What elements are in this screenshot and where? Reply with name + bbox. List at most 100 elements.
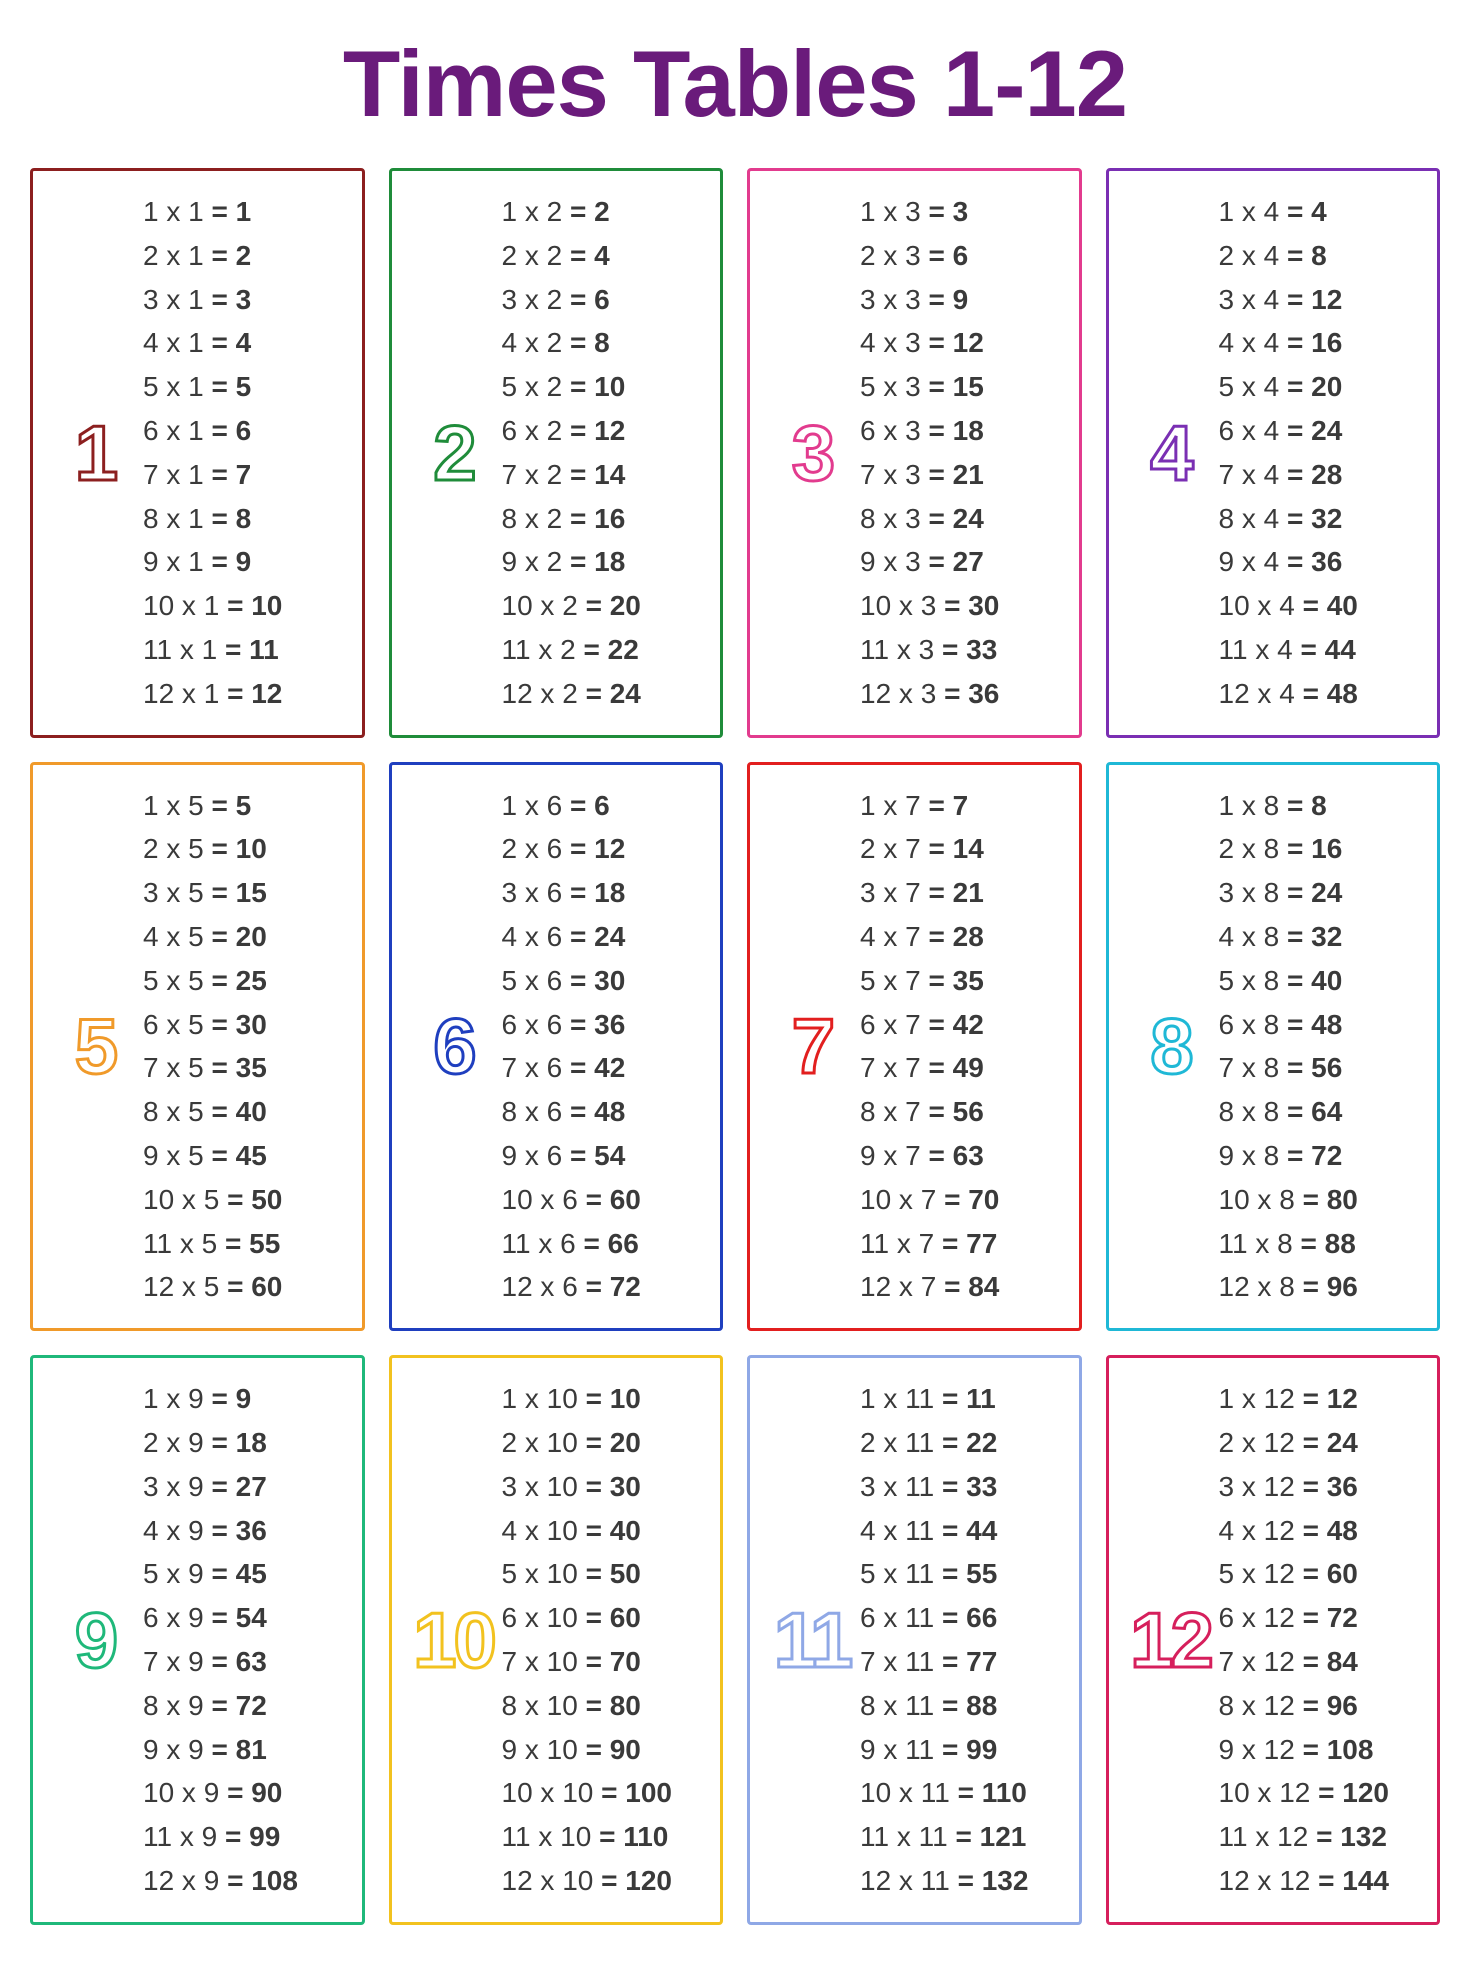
equation-rhs: = 48	[1287, 1009, 1342, 1040]
equation-rhs: = 48	[1303, 678, 1358, 709]
equation-lhs: 3 x 12	[1219, 1471, 1303, 1502]
equation-row: 9 x 2 = 18	[502, 543, 707, 581]
equation-lhs: 12 x 4	[1219, 678, 1303, 709]
equation-lhs: 8 x 9	[143, 1690, 211, 1721]
equation-lhs: 5 x 11	[860, 1558, 942, 1589]
equation-lhs: 1 x 8	[1219, 790, 1287, 821]
equation-rhs: = 27	[928, 546, 983, 577]
table-number-3: 3	[792, 414, 832, 492]
equation-rhs: = 99	[225, 1821, 280, 1852]
page: Times Tables 1-12 11 x 1 = 12 x 1 = 23 x…	[0, 0, 1470, 1975]
equation-row: 6 x 6 = 36	[502, 1006, 707, 1044]
equation-rhs: = 9	[928, 284, 968, 315]
table-number-4: 4	[1150, 414, 1190, 492]
table-number-column: 6	[406, 1007, 502, 1085]
equation-lhs: 1 x 6	[502, 790, 570, 821]
equation-lhs: 11 x 2	[502, 634, 584, 665]
equation-row: 1 x 11 = 11	[860, 1380, 1065, 1418]
table-number-column: 11	[764, 1601, 860, 1679]
equation-rhs: = 12	[570, 833, 625, 864]
equation-lhs: 5 x 1	[143, 371, 211, 402]
table-number-column: 8	[1123, 1007, 1219, 1085]
equation-row: 7 x 12 = 84	[1219, 1643, 1424, 1681]
equation-row: 7 x 5 = 35	[143, 1049, 348, 1087]
equation-row: 11 x 4 = 44	[1219, 631, 1424, 669]
equation-row: 8 x 5 = 40	[143, 1093, 348, 1131]
equation-row: 4 x 1 = 4	[143, 324, 348, 362]
equation-lhs: 1 x 1	[143, 196, 211, 227]
equation-lhs: 11 x 3	[860, 634, 942, 665]
equation-row: 4 x 3 = 12	[860, 324, 1065, 362]
equation-lhs: 11 x 5	[143, 1228, 225, 1259]
equation-rhs: = 10	[586, 1383, 641, 1414]
equation-row: 11 x 12 = 132	[1219, 1818, 1424, 1856]
equation-lhs: 7 x 4	[1219, 459, 1287, 490]
equation-rhs: = 32	[1287, 503, 1342, 534]
equation-row: 1 x 6 = 6	[502, 787, 707, 825]
equations-column: 1 x 10 = 102 x 10 = 203 x 10 = 304 x 10 …	[502, 1380, 707, 1900]
equation-rhs: = 60	[586, 1184, 641, 1215]
equation-rhs: = 44	[942, 1515, 997, 1546]
equation-lhs: 5 x 6	[502, 965, 570, 996]
equation-row: 12 x 9 = 108	[143, 1862, 348, 1900]
table-number-column: 4	[1123, 414, 1219, 492]
equation-lhs: 9 x 12	[1219, 1734, 1303, 1765]
equation-rhs: = 33	[942, 634, 997, 665]
equation-lhs: 1 x 7	[860, 790, 928, 821]
equation-rhs: = 11	[942, 1383, 996, 1414]
equation-row: 5 x 8 = 40	[1219, 962, 1424, 1000]
equation-row: 4 x 8 = 32	[1219, 918, 1424, 956]
equation-row: 6 x 9 = 54	[143, 1599, 348, 1637]
equation-lhs: 10 x 1	[143, 590, 227, 621]
equations-column: 1 x 7 = 72 x 7 = 143 x 7 = 214 x 7 = 285…	[860, 787, 1065, 1307]
equation-lhs: 4 x 10	[502, 1515, 586, 1546]
equation-row: 9 x 6 = 54	[502, 1137, 707, 1175]
equation-rhs: = 24	[586, 678, 641, 709]
equation-row: 2 x 2 = 4	[502, 237, 707, 275]
equation-rhs: = 72	[1303, 1602, 1358, 1633]
equation-lhs: 1 x 9	[143, 1383, 211, 1414]
equation-lhs: 2 x 9	[143, 1427, 211, 1458]
equation-rhs: = 66	[583, 1228, 638, 1259]
equation-rhs: = 12	[570, 415, 625, 446]
equation-lhs: 7 x 11	[860, 1646, 942, 1677]
equation-lhs: 12 x 11	[860, 1865, 958, 1896]
equation-row: 11 x 7 = 77	[860, 1225, 1065, 1263]
equation-rhs: = 28	[1287, 459, 1342, 490]
equation-rhs: = 10	[211, 833, 266, 864]
equation-row: 12 x 5 = 60	[143, 1268, 348, 1306]
equation-row: 6 x 4 = 24	[1219, 412, 1424, 450]
equation-row: 1 x 4 = 4	[1219, 193, 1424, 231]
equation-row: 12 x 10 = 120	[502, 1862, 707, 1900]
equation-lhs: 12 x 5	[143, 1271, 227, 1302]
equation-lhs: 6 x 2	[502, 415, 570, 446]
equation-row: 10 x 10 = 100	[502, 1774, 707, 1812]
equation-lhs: 5 x 7	[860, 965, 928, 996]
equation-row: 5 x 12 = 60	[1219, 1555, 1424, 1593]
equation-rhs: = 27	[211, 1471, 266, 1502]
equation-rhs: = 64	[1287, 1096, 1342, 1127]
equation-row: 3 x 7 = 21	[860, 874, 1065, 912]
equation-lhs: 2 x 7	[860, 833, 928, 864]
equation-rhs: = 36	[570, 1009, 625, 1040]
equation-rhs: = 9	[211, 1383, 251, 1414]
equation-rhs: = 36	[944, 678, 999, 709]
equation-lhs: 9 x 9	[143, 1734, 211, 1765]
equation-rhs: = 16	[570, 503, 625, 534]
equation-row: 3 x 8 = 24	[1219, 874, 1424, 912]
equation-lhs: 7 x 12	[1219, 1646, 1303, 1677]
equation-rhs: = 40	[1303, 590, 1358, 621]
equation-rhs: = 14	[928, 833, 983, 864]
equation-rhs: = 90	[227, 1777, 282, 1808]
equation-rhs: = 12	[227, 678, 282, 709]
equation-row: 1 x 3 = 3	[860, 193, 1065, 231]
equation-lhs: 1 x 4	[1219, 196, 1287, 227]
equation-rhs: = 55	[942, 1558, 997, 1589]
equation-lhs: 7 x 1	[143, 459, 211, 490]
equation-rhs: = 18	[211, 1427, 266, 1458]
equation-row: 3 x 9 = 27	[143, 1468, 348, 1506]
equation-lhs: 4 x 5	[143, 921, 211, 952]
equation-rhs: = 56	[1287, 1052, 1342, 1083]
equation-rhs: = 30	[211, 1009, 266, 1040]
equation-rhs: = 40	[586, 1515, 641, 1546]
